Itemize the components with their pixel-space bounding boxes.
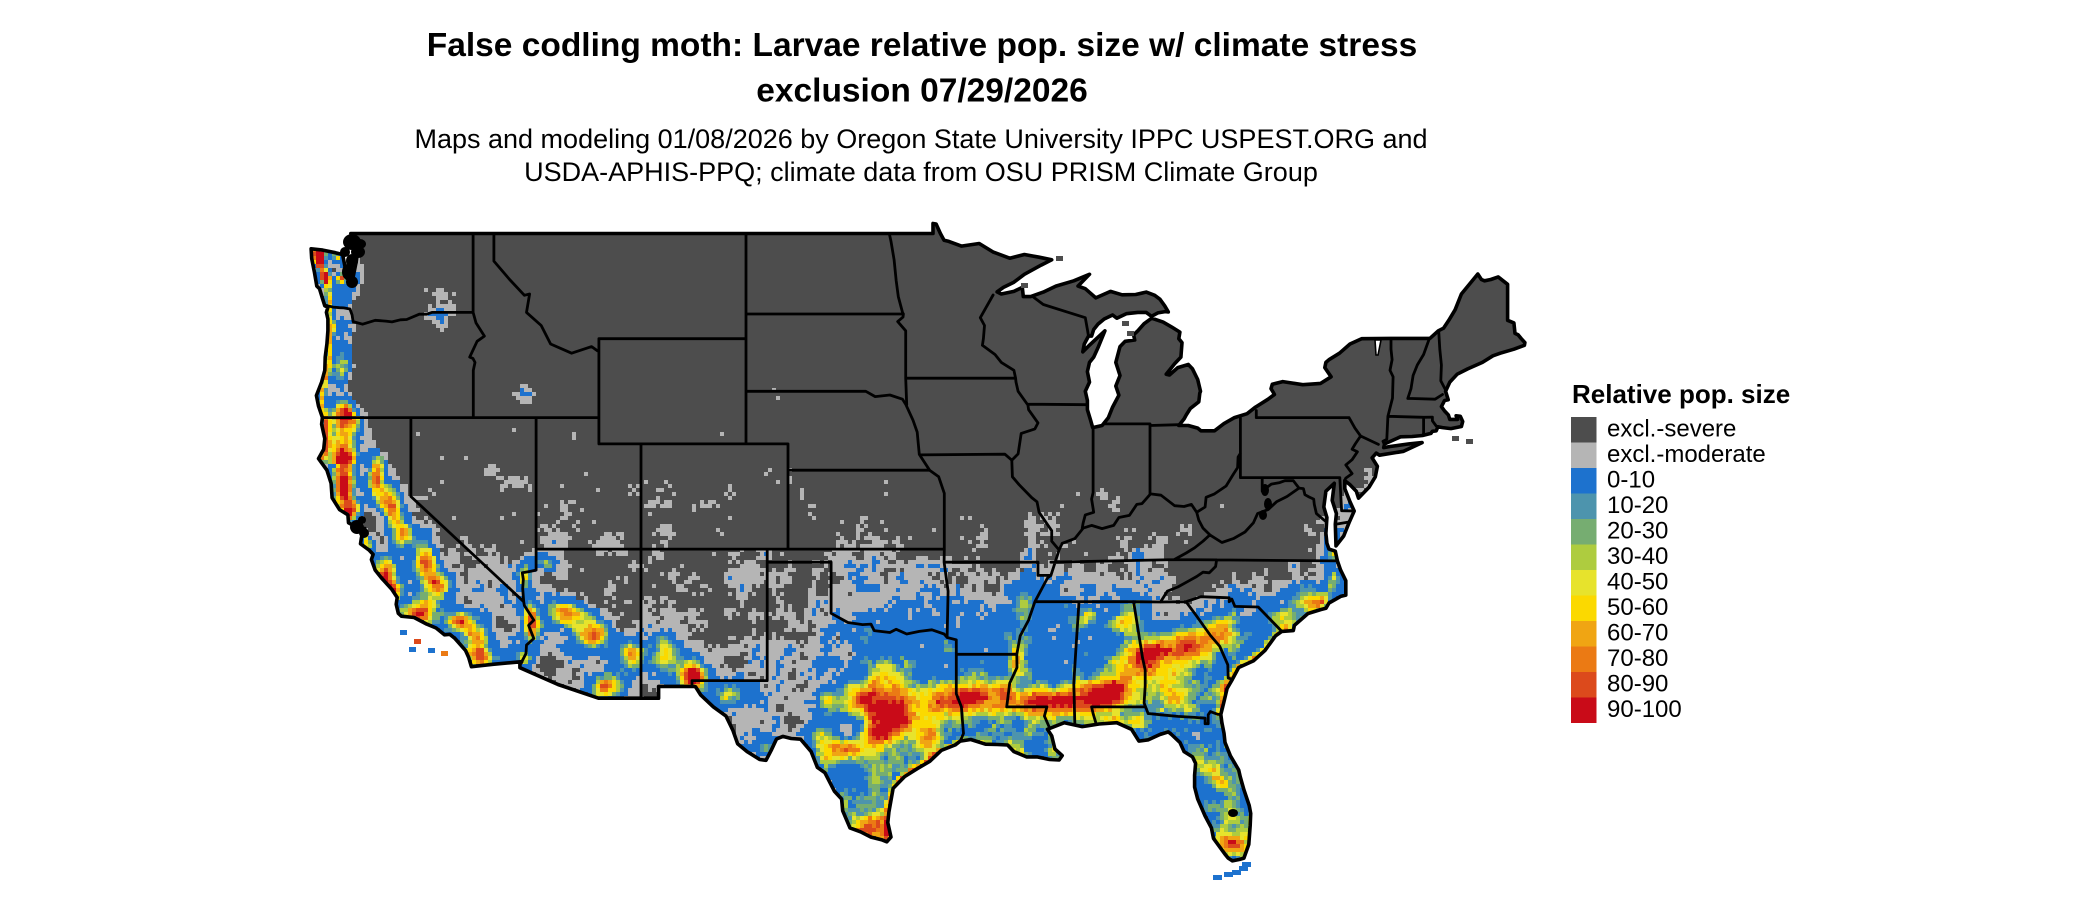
svg-text:70-80: 70-80 bbox=[1607, 645, 1668, 672]
svg-text:20-30: 20-30 bbox=[1607, 518, 1668, 545]
svg-text:Relative pop. size: Relative pop. size bbox=[1572, 379, 1790, 409]
svg-text:0-10: 0-10 bbox=[1607, 467, 1655, 494]
svg-text:excl.-moderate: excl.-moderate bbox=[1607, 441, 1766, 468]
svg-text:Maps and modeling 01/08/2026 b: Maps and modeling 01/08/2026 by Oregon S… bbox=[414, 124, 1427, 154]
svg-text:60-70: 60-70 bbox=[1607, 620, 1668, 647]
svg-text:80-90: 80-90 bbox=[1607, 671, 1668, 698]
svg-text:30-40: 30-40 bbox=[1607, 543, 1668, 570]
svg-text:50-60: 50-60 bbox=[1607, 594, 1668, 621]
svg-text:40-50: 40-50 bbox=[1607, 569, 1668, 596]
svg-text:10-20: 10-20 bbox=[1607, 492, 1668, 519]
svg-text:False codling moth: Larvae rel: False codling moth: Larvae relative pop.… bbox=[427, 27, 1417, 64]
svg-text:USDA-APHIS-PPQ; climate data f: USDA-APHIS-PPQ; climate data from OSU PR… bbox=[524, 157, 1318, 187]
svg-text:excl.-severe: excl.-severe bbox=[1607, 416, 1736, 443]
svg-text:exclusion 07/29/2026: exclusion 07/29/2026 bbox=[756, 73, 1088, 110]
svg-text:90-100: 90-100 bbox=[1607, 696, 1682, 723]
